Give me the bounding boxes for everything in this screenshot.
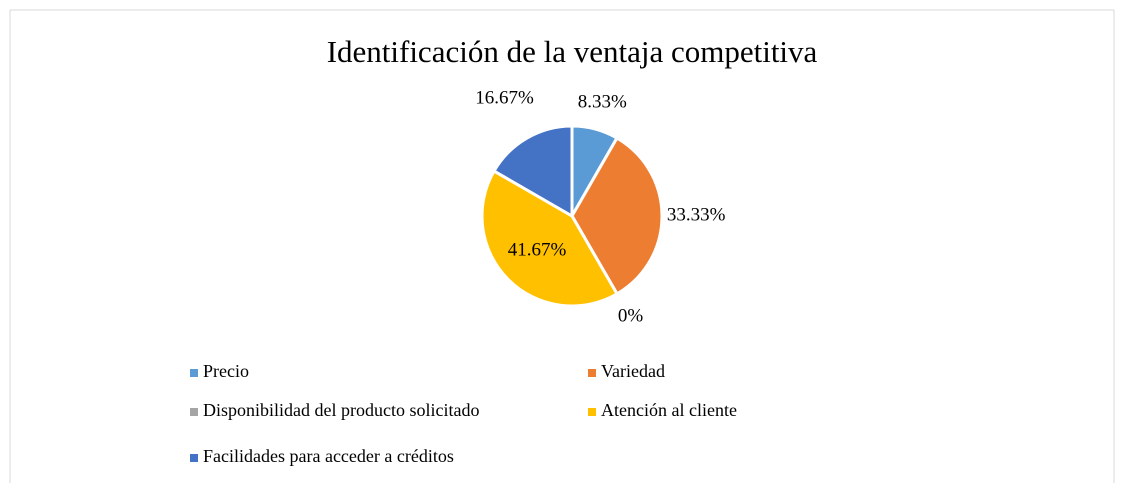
legend-swatch	[588, 408, 596, 416]
legend-swatch	[588, 369, 596, 377]
pie-slice	[491, 124, 574, 219]
legend-swatch	[190, 369, 198, 377]
chart-title: Identificación de la ventaja competitiva	[327, 34, 818, 69]
data-label: 41.67%	[508, 239, 567, 260]
legend-label: Precio	[203, 361, 249, 381]
pie-slice	[570, 135, 664, 296]
pie-slice	[480, 168, 620, 308]
legend-label: Atención al cliente	[601, 400, 737, 420]
data-label: 8.33%	[578, 91, 627, 112]
legend-label: Facilidades para acceder a créditos	[203, 446, 454, 466]
data-label: 33.33%	[667, 204, 726, 225]
data-label: 16.67%	[475, 87, 534, 108]
legend-swatch	[190, 408, 198, 416]
legend-label: Disponibilidad del producto solicitado	[203, 400, 479, 420]
legend-swatch	[190, 454, 198, 462]
data-label: 0%	[618, 306, 644, 327]
legend-label: Variedad	[601, 361, 665, 381]
